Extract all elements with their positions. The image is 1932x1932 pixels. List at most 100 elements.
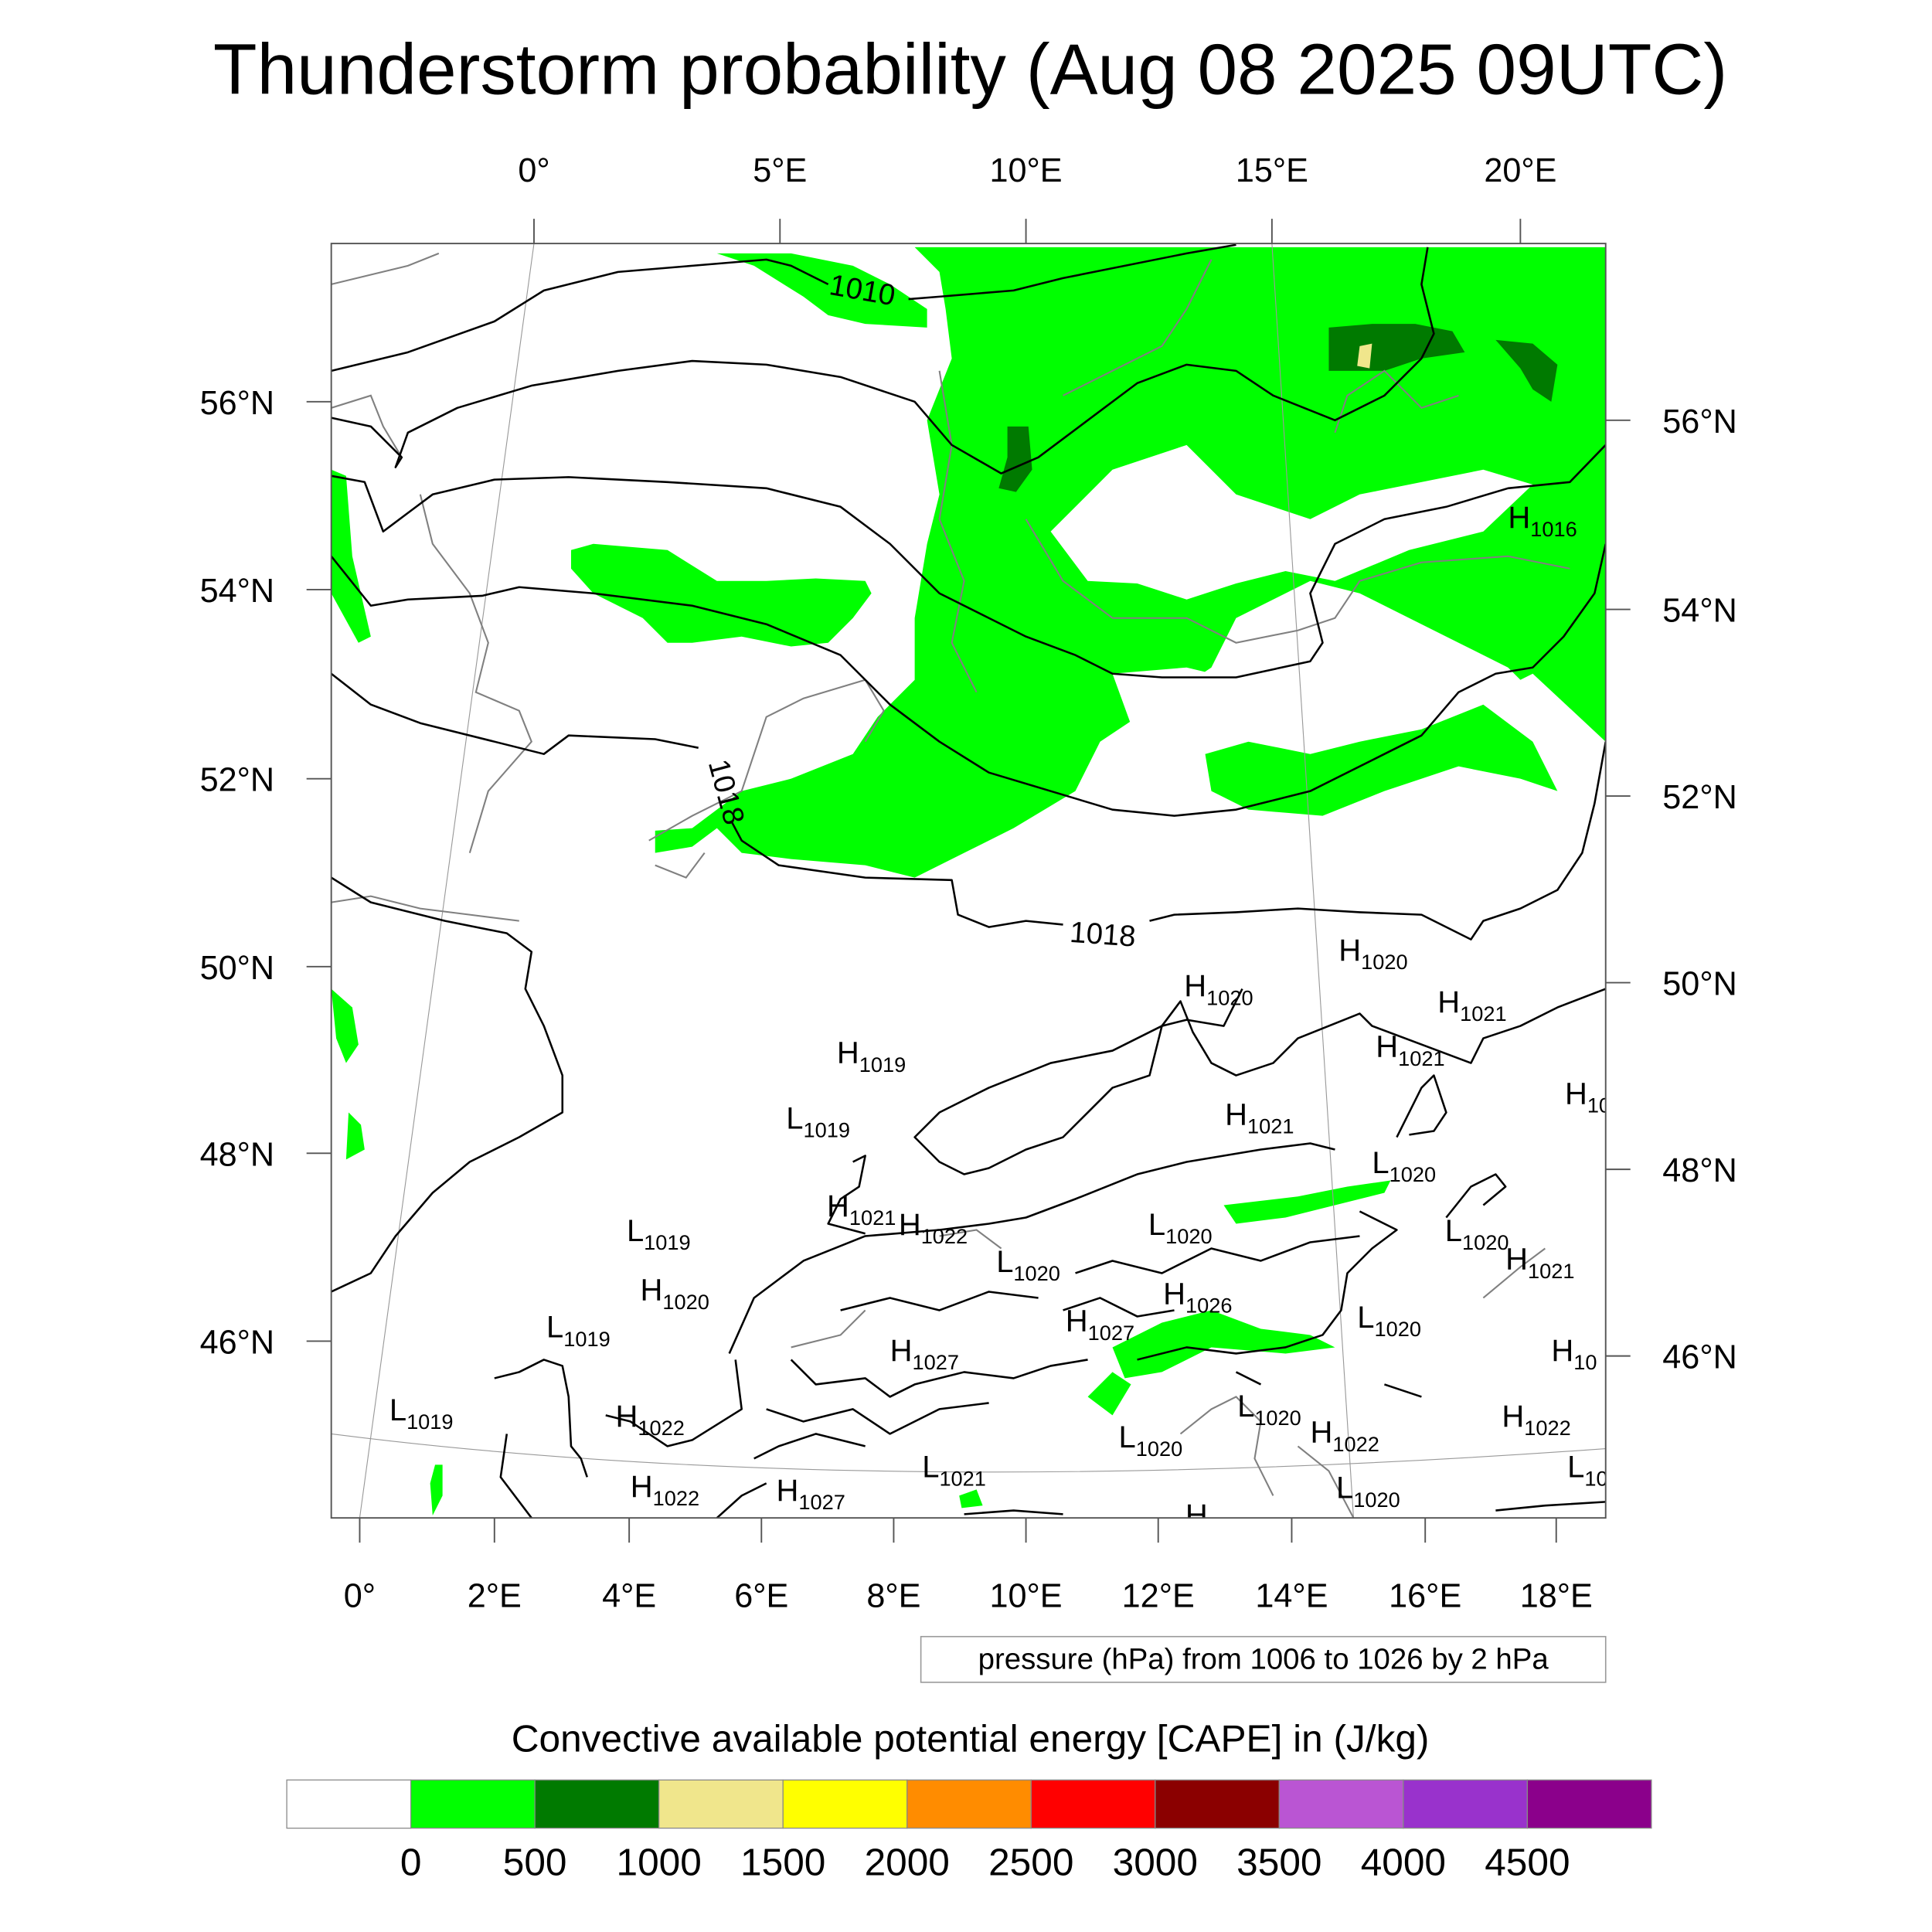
center-value: 1027 xyxy=(1088,1321,1134,1345)
center-value: 1020 xyxy=(1165,1224,1212,1248)
colorbar-swatch xyxy=(534,1779,660,1829)
center-type: H xyxy=(1310,1416,1332,1450)
center-value: 1021 xyxy=(849,1206,896,1230)
colorbar-swatch xyxy=(1030,1779,1156,1829)
center-type: L xyxy=(786,1101,803,1135)
lat-label-right: 54°N xyxy=(1662,593,1736,630)
lat-label-left: 56°N xyxy=(200,385,274,422)
lon-label-bottom: 16°E xyxy=(1389,1577,1461,1614)
center-type: L xyxy=(1119,1420,1136,1454)
lat-label-left: 48°N xyxy=(200,1136,274,1173)
lon-label-top: 15°E xyxy=(1236,152,1308,189)
center-value: 1021 xyxy=(1208,1515,1254,1539)
center-type: H xyxy=(1225,1098,1247,1132)
center-type: H xyxy=(899,1208,921,1242)
center-type: L xyxy=(546,1311,563,1345)
center-type: H xyxy=(1066,1304,1088,1338)
low-pressure-label: L1020 xyxy=(1445,1214,1509,1254)
lat-label-right: 56°N xyxy=(1662,403,1736,440)
center-value: 1021 xyxy=(939,1467,985,1491)
center-type: H xyxy=(890,1334,913,1368)
colorbar: 0 500 1000 1500 2000 2500 3000 3500 4000 4500 xyxy=(286,1779,1652,1883)
center-type: H xyxy=(616,1400,638,1434)
colorbar-label: 3500 xyxy=(1236,1840,1321,1883)
colorbar-label: 4000 xyxy=(1361,1840,1446,1883)
colorbar-label: 500 xyxy=(503,1840,567,1883)
cape-dark-3 xyxy=(1495,339,1558,402)
high-pressure-label: H1022 xyxy=(616,1400,685,1440)
center-value: 1016 xyxy=(1530,517,1577,541)
lat-label-left: 50°N xyxy=(200,950,274,987)
high-pressure-label: H1027 xyxy=(1066,1304,1134,1345)
high-pressure-label: H1027 xyxy=(890,1334,959,1374)
colorbar-swatch xyxy=(1403,1779,1529,1829)
low-pressure-label: L1020 xyxy=(1357,1301,1421,1341)
high-pressure-label: H1022 xyxy=(1502,1400,1570,1440)
center-value: 1019 xyxy=(406,1410,453,1434)
high-pressure-label: H1022 xyxy=(631,1470,699,1510)
high-pressure-label: H10 xyxy=(1551,1334,1597,1374)
cape-area-north xyxy=(716,253,927,328)
center-value: 1020 xyxy=(662,1290,709,1314)
lon-label-bottom: 8°E xyxy=(866,1577,920,1614)
high-pressure-label: H1020 xyxy=(1338,934,1407,974)
center-type: H xyxy=(1565,1077,1587,1111)
center-type: L xyxy=(627,1214,644,1248)
lon-label-bottom: 12°E xyxy=(1122,1577,1195,1614)
lon-label-bottom: 4°E xyxy=(602,1577,656,1614)
lon-label-top: 20°E xyxy=(1484,152,1556,189)
colorbar-label: 2500 xyxy=(988,1840,1073,1883)
center-type: H xyxy=(1551,1334,1573,1368)
high-pressure-label: H1021 xyxy=(1225,1098,1294,1138)
axis-ticks: 0° 5°E 10°E 15°E 20°E 0° 2°E 4°E 6°E 8°E 10°E 12°E 1… xyxy=(200,152,1737,1614)
isobar-label: 1018 xyxy=(1069,916,1137,954)
colorbar-swatch xyxy=(410,1779,536,1829)
cape-dark-1 xyxy=(998,426,1032,492)
center-value: 1021 xyxy=(1398,1046,1444,1070)
info-box xyxy=(920,1635,1607,1683)
colorbar-label: 2000 xyxy=(865,1840,950,1883)
center-value: 1019 xyxy=(644,1230,690,1254)
center-value: 1020 xyxy=(1206,985,1253,1009)
center-type: L xyxy=(1567,1450,1584,1484)
center-type: H xyxy=(641,1274,663,1308)
cape-area-alps2 xyxy=(1112,1310,1335,1379)
lon-label-top: 0° xyxy=(518,152,549,189)
isobars xyxy=(331,243,1606,1519)
lon-label-bottom: 18°E xyxy=(1520,1577,1593,1614)
center-type: H xyxy=(1505,1243,1528,1277)
center-value: 1021 xyxy=(1528,1259,1574,1283)
cape-area-alps1 xyxy=(1223,1180,1391,1224)
colorbar-title: Convective available potential energy [C… xyxy=(512,1716,1430,1760)
high-pressure-label: H1021 xyxy=(1185,1498,1254,1539)
lat-label-right: 46°N xyxy=(1662,1339,1736,1376)
center-type: H xyxy=(1185,1498,1208,1532)
center-value: 1020 xyxy=(1389,1162,1436,1186)
lon-label-bottom: 10°E xyxy=(990,1577,1063,1614)
colorbar-label: 1500 xyxy=(740,1840,825,1883)
high-pressure-label: H1020 xyxy=(641,1274,709,1314)
high-pressure-label: H1021 xyxy=(1437,985,1506,1026)
cape-area-ne xyxy=(1452,420,1552,448)
colorbar-swatch xyxy=(1526,1779,1652,1829)
lon-label-bottom: 2°E xyxy=(468,1577,522,1614)
low-pressure-label: L10 xyxy=(1567,1450,1607,1490)
cape-area-baltic xyxy=(1205,704,1558,816)
cape-area-west2 xyxy=(331,988,359,1063)
center-value: 1020 xyxy=(1361,950,1407,974)
lat-label-left: 52°N xyxy=(200,762,274,799)
map-frame xyxy=(330,243,1607,1519)
cape-area-west xyxy=(331,469,371,643)
colorbar-swatch xyxy=(1278,1779,1404,1829)
colorbar-swatch xyxy=(658,1779,784,1829)
contour-info-text: pressure (hPa) from 1006 to 1026 by 2 hP… xyxy=(978,1642,1549,1675)
colorbar-swatch xyxy=(286,1779,412,1829)
high-pressure-label: H1022 xyxy=(899,1208,968,1248)
center-value: 1027 xyxy=(913,1350,959,1374)
colorbar-label: 1000 xyxy=(617,1840,702,1883)
low-pressure-label: L1020 xyxy=(1148,1208,1213,1248)
center-value: 1020 xyxy=(1374,1317,1420,1341)
center-value: 1022 xyxy=(921,1224,968,1248)
